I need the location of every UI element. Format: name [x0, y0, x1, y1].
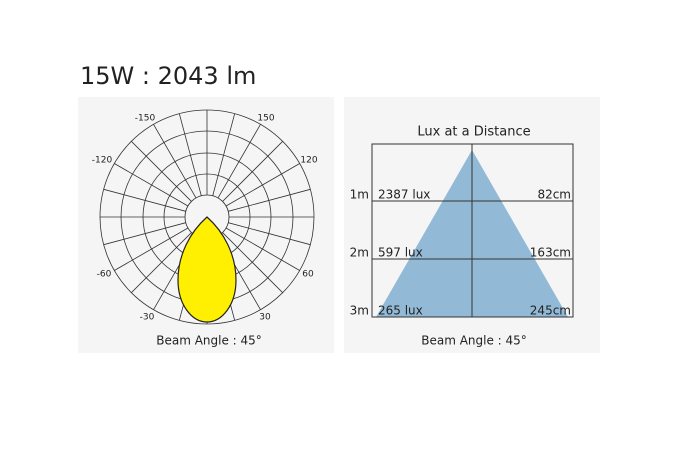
polar-spoke — [131, 141, 192, 202]
polar-spoke — [103, 188, 186, 212]
beam-diameter: 163cm — [530, 246, 571, 260]
angle-label: 30 — [259, 313, 271, 323]
polar-spoke — [103, 222, 186, 246]
distance-label: 3m — [350, 304, 369, 318]
polar-spoke — [228, 188, 311, 212]
lux-title: Lux at a Distance — [417, 125, 530, 140]
lux-value: 2387 lux — [378, 188, 430, 202]
polar-caption: Beam Angle : 45° — [156, 334, 262, 348]
beam-lobe — [177, 216, 237, 323]
beam-diameter: 82cm — [537, 188, 571, 202]
lux-rows: 1m 2387 lux 82cm 2m 597 lux 163cm 3m 265 lux 245… — [350, 188, 571, 318]
polar-spoke — [228, 222, 311, 246]
distance-label: 2m — [350, 246, 369, 260]
polar-spoke — [114, 227, 189, 271]
polar-spoke — [217, 124, 261, 199]
lux-value: 265 lux — [378, 304, 423, 318]
polar-spoke — [212, 113, 236, 196]
lux-caption: Beam Angle : 45° — [421, 334, 527, 348]
angle-label: -60 — [97, 270, 112, 280]
beam-diameter: 245cm — [530, 304, 571, 318]
title: 15W : 2043 lm — [80, 62, 256, 90]
polar-spoke — [114, 163, 189, 207]
angle-label: -120 — [92, 156, 113, 166]
distance-label: 1m — [350, 188, 369, 202]
polar-spoke — [222, 141, 283, 202]
angle-label: 60 — [302, 270, 314, 280]
lux-value: 597 lux — [378, 246, 423, 260]
polar-spoke — [225, 163, 300, 207]
angle-label: 120 — [300, 156, 317, 166]
polar-spoke — [131, 232, 192, 293]
polar-spoke — [178, 113, 202, 196]
angle-label: -150 — [135, 114, 156, 124]
angle-label: 150 — [257, 114, 274, 124]
polar-spoke — [222, 232, 283, 293]
angle-label: -30 — [140, 313, 155, 323]
polar-spoke — [225, 227, 300, 271]
polar-spoke — [153, 124, 197, 199]
